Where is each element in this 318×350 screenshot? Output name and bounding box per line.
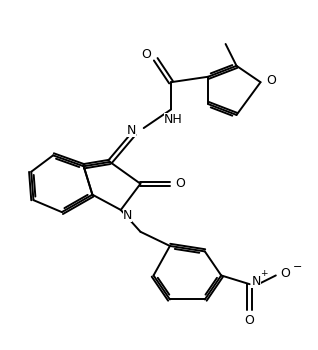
Text: O: O bbox=[266, 74, 276, 86]
Text: O: O bbox=[175, 177, 185, 190]
Text: +: + bbox=[260, 269, 267, 278]
Text: NH: NH bbox=[164, 113, 183, 126]
Text: N: N bbox=[252, 275, 261, 288]
Text: O: O bbox=[141, 48, 151, 61]
Text: N: N bbox=[123, 209, 132, 222]
Text: O: O bbox=[245, 314, 254, 327]
Text: −: − bbox=[293, 262, 302, 272]
Text: N: N bbox=[127, 124, 136, 137]
Text: O: O bbox=[281, 267, 291, 280]
